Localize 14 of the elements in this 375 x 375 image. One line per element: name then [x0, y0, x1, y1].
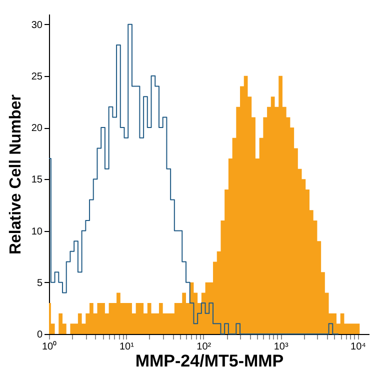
x-tick-label: 10² — [196, 342, 212, 352]
y-tick-label: 30 — [31, 20, 43, 31]
x-tick-label: 10⁰ — [42, 340, 58, 352]
y-tick-label: 20 — [31, 123, 43, 134]
y-tick-label: 5 — [36, 278, 43, 289]
x-tick-label: 10⁴ — [350, 342, 366, 352]
y-axis-title: Relative Cell Number — [7, 94, 24, 255]
y-tick-label: 0 — [36, 330, 43, 340]
x-tick-label: 10¹ — [119, 342, 135, 352]
x-axis-title: MMP-24/MT5-MMP — [135, 352, 284, 370]
y-tick-label: 10 — [31, 226, 43, 238]
y-tick-label: 15 — [31, 174, 43, 186]
x-tick-label: 10³ — [274, 342, 289, 352]
y-tick-label: 25 — [31, 71, 43, 82]
